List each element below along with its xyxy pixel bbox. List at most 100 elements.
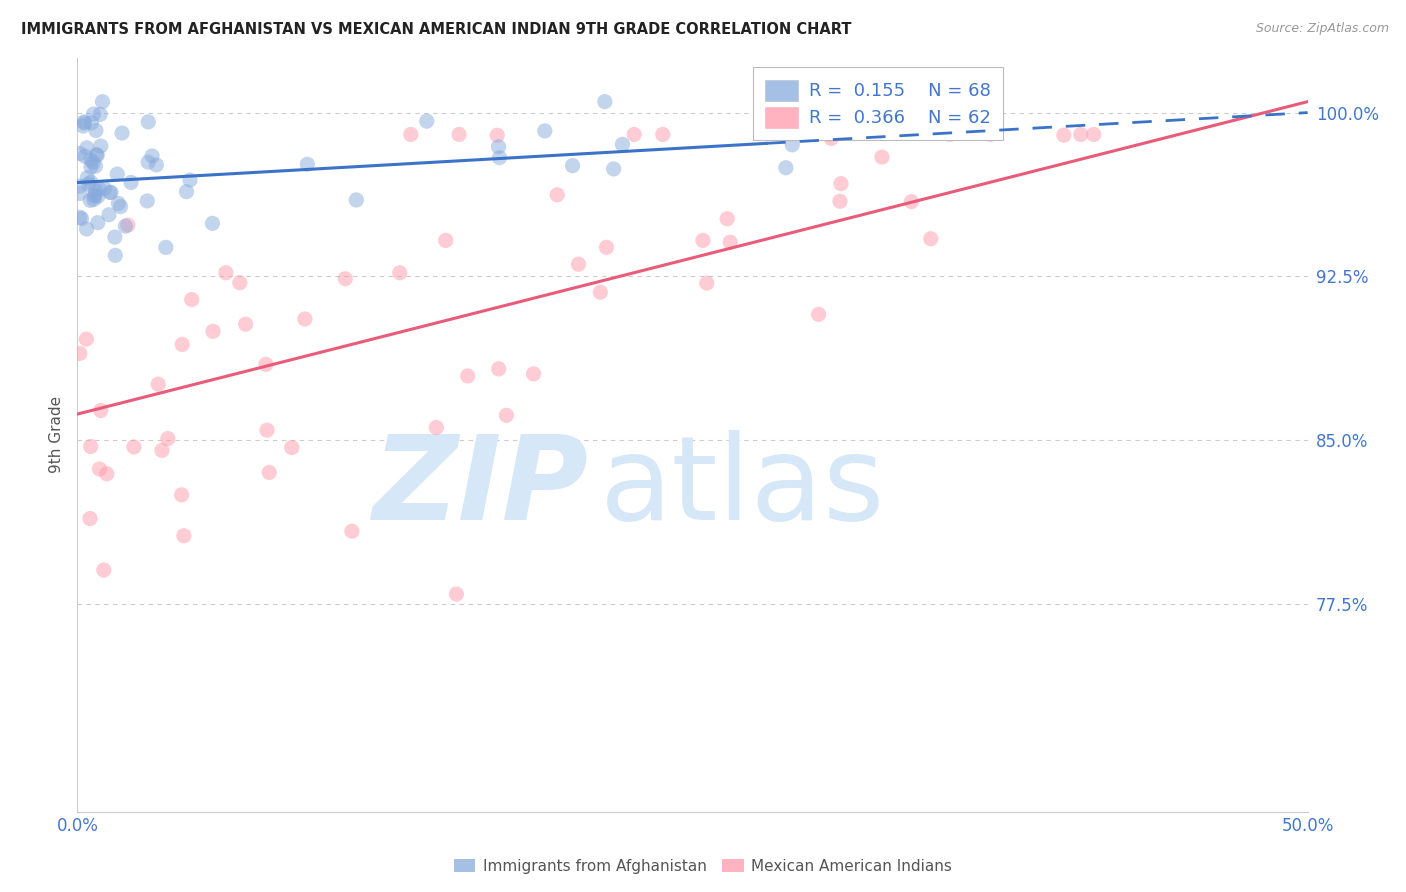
Text: Source: ZipAtlas.com: Source: ZipAtlas.com	[1256, 22, 1389, 36]
Point	[1083, 128, 1105, 142]
Y-axis label: 9th Grade: 9th Grade	[49, 396, 65, 474]
Text: ZIP: ZIP	[371, 430, 588, 545]
Point	[80, 160, 103, 174]
Point	[488, 362, 510, 376]
Point	[73, 115, 96, 129]
Point	[780, 137, 803, 152]
Point	[215, 266, 238, 280]
Point	[201, 216, 224, 230]
Point	[111, 126, 134, 140]
Point	[80, 116, 103, 130]
Point	[79, 194, 101, 208]
Point	[104, 248, 127, 262]
Point	[87, 189, 110, 203]
Point	[89, 107, 111, 121]
Point	[1070, 128, 1092, 142]
Point	[69, 179, 91, 194]
Point	[447, 128, 470, 142]
Point	[69, 211, 91, 225]
Point	[180, 293, 202, 307]
Point	[388, 266, 411, 280]
Point	[93, 181, 115, 195]
Point	[446, 587, 468, 601]
Point	[256, 423, 278, 437]
Point	[900, 194, 922, 209]
Point	[818, 128, 841, 142]
Point	[692, 234, 714, 248]
Point	[1053, 128, 1076, 143]
Point	[716, 211, 738, 226]
Point	[110, 200, 132, 214]
Point	[69, 346, 91, 360]
Point	[179, 173, 201, 187]
Point	[602, 161, 624, 176]
Point	[69, 186, 91, 201]
Point	[425, 420, 447, 434]
Point	[150, 443, 173, 458]
Point	[72, 119, 94, 133]
Point	[623, 128, 645, 142]
Point	[117, 218, 139, 232]
Point	[229, 276, 252, 290]
Point	[141, 149, 163, 163]
Legend: Immigrants from Afghanistan, Mexican American Indians: Immigrants from Afghanistan, Mexican Ame…	[449, 853, 957, 880]
Point	[76, 141, 98, 155]
Point	[939, 128, 962, 142]
Point	[775, 161, 797, 175]
Point	[595, 240, 617, 254]
Point	[920, 232, 942, 246]
Point	[120, 176, 142, 190]
Point	[534, 124, 557, 138]
Point	[70, 211, 93, 226]
Point	[768, 104, 790, 119]
Point	[457, 368, 479, 383]
Point	[75, 332, 97, 346]
Point	[77, 177, 100, 191]
Point	[593, 95, 616, 109]
Point	[257, 466, 280, 480]
Point	[84, 183, 107, 197]
Point	[173, 529, 195, 543]
Point	[820, 131, 842, 145]
Point	[79, 440, 101, 454]
Point	[281, 441, 304, 455]
Point	[488, 140, 510, 154]
Point	[486, 128, 509, 143]
Point	[399, 128, 422, 142]
Point	[122, 440, 145, 454]
Point	[107, 196, 129, 211]
Point	[89, 462, 111, 476]
Point	[297, 157, 319, 171]
Point	[100, 186, 122, 200]
Point	[76, 170, 98, 185]
Point	[176, 185, 198, 199]
Point	[340, 524, 363, 538]
Point	[146, 377, 169, 392]
Point	[83, 193, 105, 207]
Point	[488, 151, 510, 165]
Point	[979, 128, 1001, 142]
Point	[546, 187, 568, 202]
Point	[495, 409, 517, 423]
Point	[90, 139, 112, 153]
Point	[145, 158, 167, 172]
Point	[93, 563, 115, 577]
Point	[97, 208, 120, 222]
Point	[170, 488, 193, 502]
Point	[870, 150, 893, 164]
Point	[235, 317, 257, 331]
Point	[294, 312, 316, 326]
Point	[83, 189, 105, 203]
Point	[136, 194, 159, 208]
Text: IMMIGRANTS FROM AFGHANISTAN VS MEXICAN AMERICAN INDIAN 9TH GRADE CORRELATION CHA: IMMIGRANTS FROM AFGHANISTAN VS MEXICAN A…	[21, 22, 852, 37]
Point	[416, 114, 439, 128]
Point	[98, 186, 121, 200]
Point	[136, 155, 159, 169]
Point	[84, 123, 107, 137]
Point	[718, 235, 741, 249]
Point	[344, 193, 367, 207]
Point	[589, 285, 612, 300]
Point	[89, 182, 111, 196]
Point	[114, 219, 136, 234]
Point	[73, 116, 96, 130]
